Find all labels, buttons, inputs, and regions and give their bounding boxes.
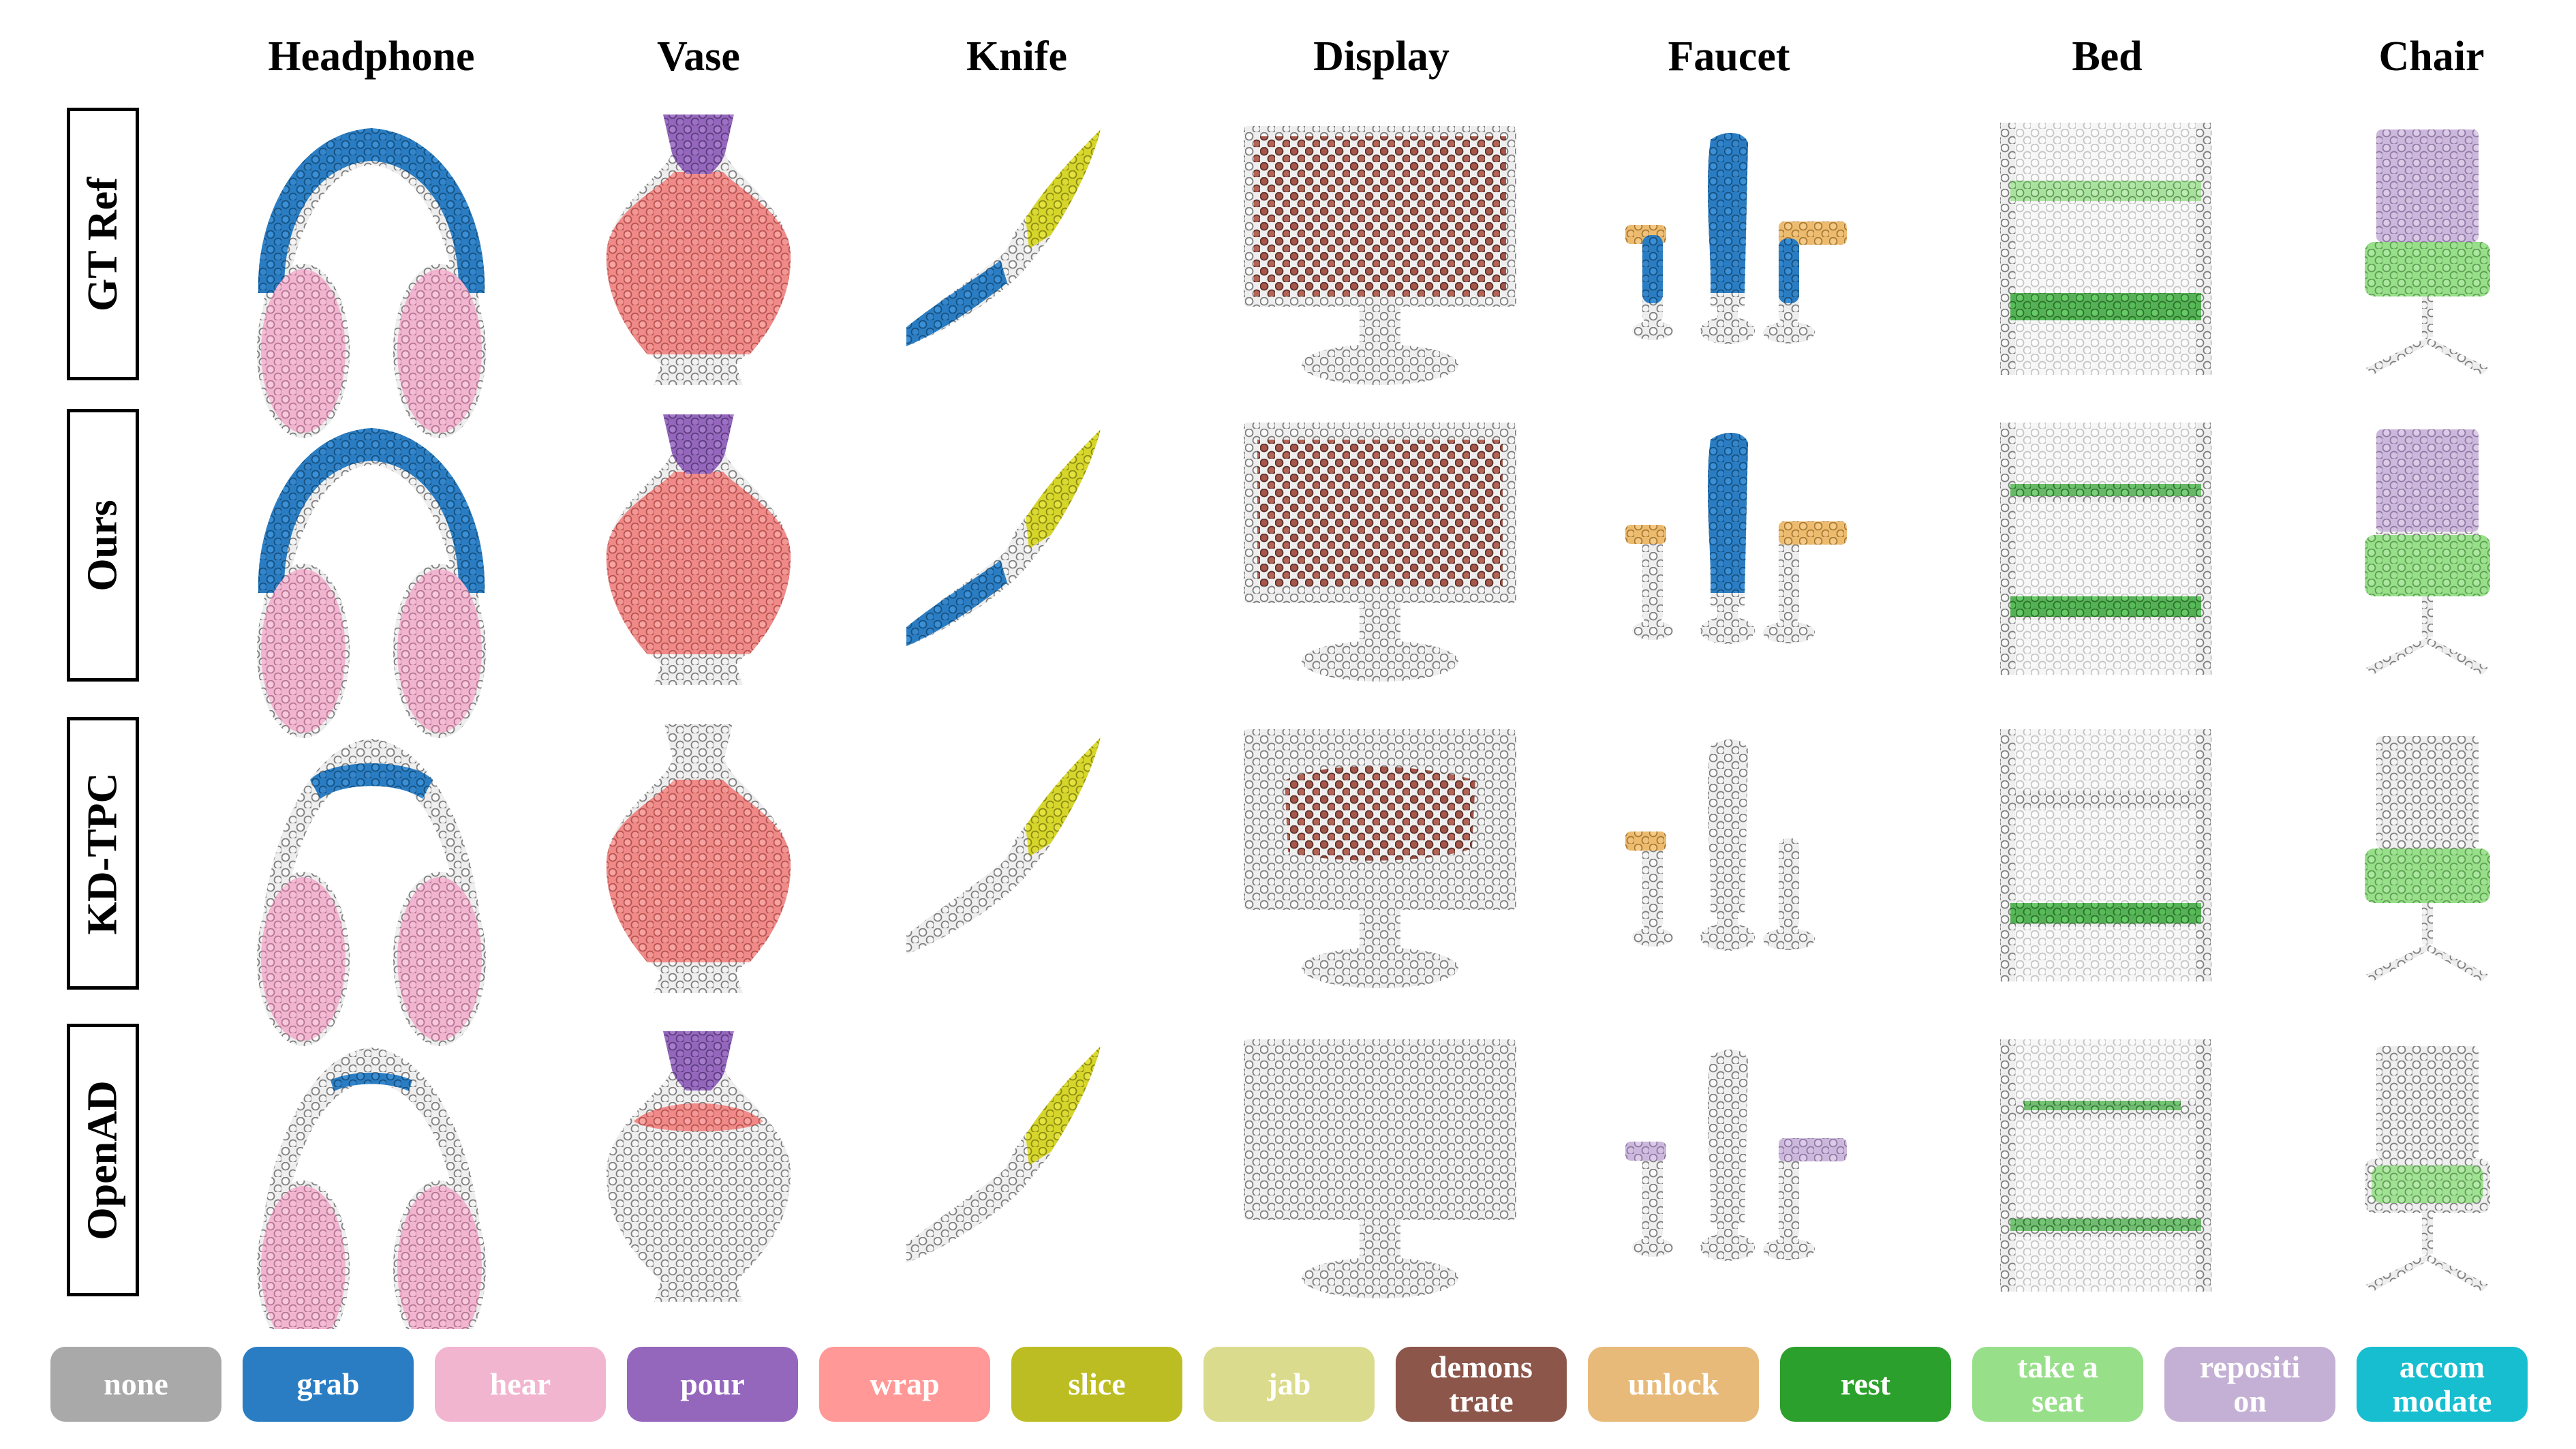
- row-label-gt-ref: GT Ref: [67, 108, 139, 380]
- row-label-ours: Ours: [67, 409, 139, 682]
- cell-gt-ref-vase: [606, 115, 791, 385]
- col-header-headphone: Headphone: [268, 33, 475, 80]
- legend-item-accom-modate: accom modate: [2357, 1347, 2528, 1422]
- col-header-faucet: Faucet: [1668, 33, 1790, 80]
- cell-openad-faucet: [1625, 1049, 1847, 1261]
- col-header-chair: Chair: [2378, 33, 2485, 80]
- cell-gt-ref-display: [1244, 126, 1516, 385]
- cell-ours-chair: [2365, 429, 2490, 675]
- cell-gt-ref-faucet: [1625, 132, 1847, 344]
- col-header-bed: Bed: [2072, 33, 2143, 80]
- cell-ours-headphone: [257, 428, 486, 738]
- cell-openad-display: [1244, 1039, 1516, 1298]
- legend-item-take-a-seat: take a seat: [1972, 1347, 2143, 1422]
- cell-kd-tpc-vase: [606, 724, 791, 993]
- cell-gt-ref-bed: [2000, 123, 2211, 375]
- legend-item-grab: grab: [243, 1347, 414, 1422]
- cell-openad-bed: [2000, 1039, 2211, 1292]
- cell-gt-ref-knife: [906, 129, 1101, 346]
- cell-kd-tpc-faucet: [1625, 739, 1815, 951]
- legend-item-repositi-on: repositi on: [2164, 1347, 2335, 1422]
- cell-ours-display: [1244, 423, 1516, 682]
- point-cloud-grid: [257, 115, 2490, 1329]
- legend-item-unlock: unlock: [1588, 1347, 1759, 1422]
- cell-openad-headphone: [257, 1048, 486, 1329]
- cell-ours-bed: [2000, 423, 2211, 675]
- cell-ours-vase: [606, 414, 791, 685]
- cell-kd-tpc-knife: [906, 737, 1101, 954]
- cell-kd-tpc-headphone: [257, 739, 486, 1046]
- cell-openad-vase: [606, 1031, 791, 1302]
- row-label-kd-tpc: KD-TPC: [67, 717, 139, 990]
- cell-ours-knife: [906, 429, 1101, 646]
- row-label-openad: OpenAD: [67, 1024, 139, 1296]
- cell-kd-tpc-chair: [2365, 736, 2490, 981]
- cell-gt-ref-headphone: [257, 128, 486, 438]
- cell-openad-chair: [2365, 1046, 2490, 1292]
- cell-gt-ref-chair: [2365, 129, 2490, 375]
- legend-item-hear: hear: [435, 1347, 606, 1422]
- cell-openad-knife: [906, 1046, 1101, 1263]
- legend-item-wrap: wrap: [819, 1347, 990, 1422]
- legend-item-demons-trate: demons trate: [1396, 1347, 1567, 1422]
- legend-item-none: none: [50, 1347, 221, 1422]
- cell-ours-faucet: [1625, 432, 1847, 644]
- legend-item-slice: slice: [1011, 1347, 1182, 1422]
- legend-item-rest: rest: [1780, 1347, 1951, 1422]
- cell-kd-tpc-bed: [2000, 729, 2211, 981]
- col-header-knife: Knife: [966, 33, 1068, 80]
- cell-kd-tpc-display: [1244, 729, 1516, 988]
- legend-item-pour: pour: [627, 1347, 798, 1422]
- legend-item-jab: jab: [1203, 1347, 1375, 1422]
- col-header-vase: Vase: [657, 33, 740, 80]
- col-header-display: Display: [1313, 33, 1450, 80]
- affordance-legend: none grab hear pour wrap slice jab demons trate…: [50, 1347, 2528, 1422]
